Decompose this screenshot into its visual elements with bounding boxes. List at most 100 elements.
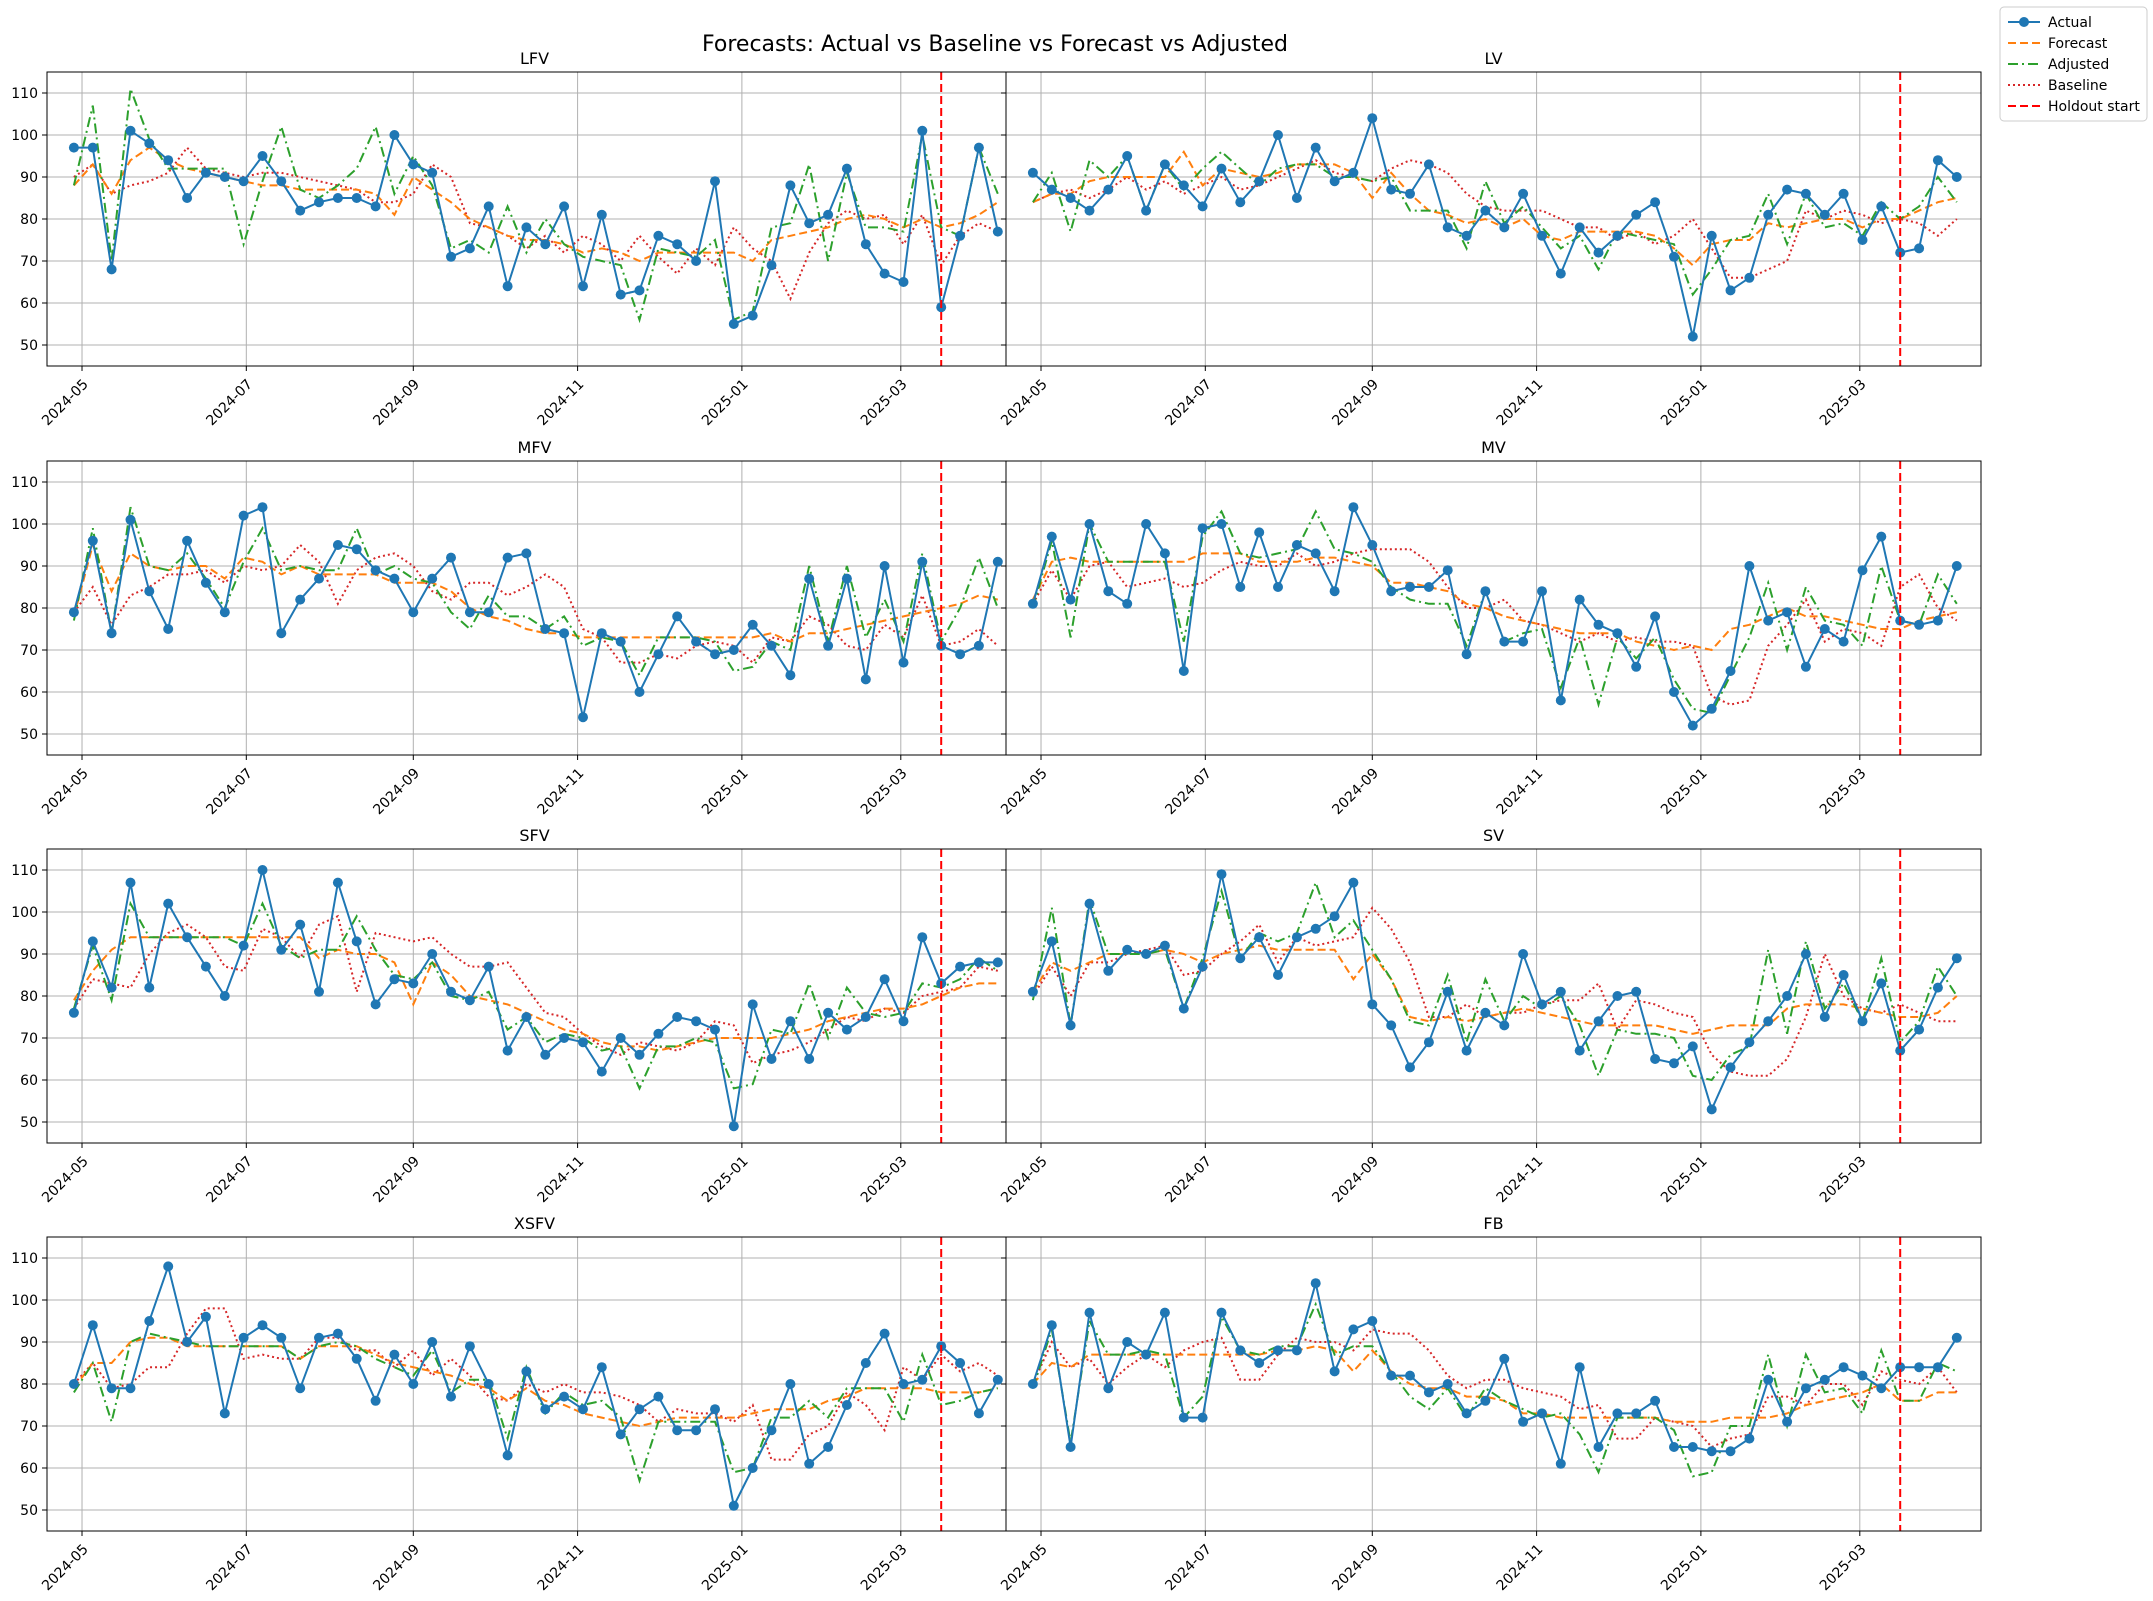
actual-point [446, 986, 456, 997]
x-tick-label: 2024-11 [1494, 376, 1547, 429]
actual-point [1254, 176, 1265, 187]
actual-point [106, 1383, 117, 1394]
actual-point [728, 1500, 739, 1511]
actual-point [1386, 184, 1397, 195]
actual-point [1216, 163, 1227, 174]
actual-point [1537, 230, 1547, 241]
actual-point [1159, 159, 1170, 170]
actual-point [408, 1379, 419, 1389]
x-tick-label: 2024-07 [1162, 376, 1215, 429]
x-tick-label: 2025-01 [1658, 376, 1711, 429]
actual-point [1348, 877, 1359, 888]
legend-label-baseline: Baseline [2048, 78, 2107, 94]
actual-point [823, 209, 834, 220]
actual-point [408, 159, 419, 170]
actual-point [1027, 167, 1038, 178]
actual-point [1687, 720, 1698, 731]
forecast-line [1032, 149, 1958, 267]
x-tick-label: 2025-03 [858, 765, 911, 818]
actual-point [408, 607, 419, 618]
y-tick-label: 70 [20, 643, 38, 659]
actual-point [1499, 222, 1510, 233]
actual-point [578, 712, 588, 723]
actual-point [1310, 1278, 1321, 1289]
actual-point [1423, 582, 1434, 592]
actual-point [1574, 1045, 1585, 1056]
actual-point [1103, 1383, 1114, 1394]
actual-point [1499, 636, 1510, 647]
actual-line [1031, 504, 1958, 728]
actual-point [1084, 205, 1095, 216]
y-tick-label: 90 [20, 170, 38, 186]
x-tick-label: 2024-11 [1494, 1541, 1547, 1594]
legend-marker-actual [2019, 17, 2029, 27]
actual-point [332, 540, 343, 550]
y-tick-label: 70 [20, 1031, 38, 1047]
baseline-line [1032, 159, 1958, 279]
actual-point [860, 239, 871, 250]
actual-point [1537, 1408, 1547, 1419]
actual-point [860, 1358, 871, 1368]
actual-point [1650, 197, 1661, 208]
actual-point [238, 1332, 249, 1343]
actual-point [1537, 586, 1547, 597]
actual-point [540, 1404, 551, 1415]
actual-point [1178, 180, 1189, 191]
x-tick-label: 2025-01 [699, 376, 752, 429]
actual-point [1763, 1016, 1774, 1027]
actual-point [1141, 519, 1152, 529]
actual-point [257, 1320, 268, 1331]
actual-point [1027, 986, 1038, 997]
actual-point [1065, 594, 1076, 605]
actual-point [1951, 1332, 1962, 1343]
actual-point [87, 142, 98, 153]
actual-point [87, 1320, 98, 1331]
actual-point [1782, 1416, 1793, 1427]
y-tick-label: 60 [20, 296, 38, 312]
actual-point [653, 1028, 664, 1039]
actual-point [370, 999, 381, 1010]
actual-point [1027, 598, 1038, 609]
actual-point [1838, 188, 1849, 199]
actual-point [1197, 1412, 1208, 1423]
actual-point [276, 628, 287, 639]
actual-point [1367, 1316, 1378, 1326]
actual-point [1876, 1383, 1887, 1394]
x-tick-label: 2024-05 [998, 765, 1051, 818]
y-tick-label: 70 [20, 254, 38, 270]
actual-point [1235, 1345, 1246, 1356]
actual-point [1593, 247, 1604, 258]
actual-point [1555, 695, 1566, 706]
actual-point [1518, 636, 1529, 647]
actual-point [1461, 649, 1472, 660]
actual-point [710, 176, 720, 187]
y-tick-label: 110 [11, 475, 38, 491]
actual-point [691, 1425, 702, 1436]
actual-point [653, 649, 664, 660]
x-tick-label: 2024-09 [1329, 1153, 1382, 1206]
panel-fb: 2024-05 2024-07 2024-09 2024-11 2025-01 2025-… [998, 1214, 1982, 1594]
actual-point [1800, 661, 1811, 672]
actual-point [1782, 184, 1793, 195]
actual-point [257, 865, 268, 875]
actual-point [1480, 205, 1491, 216]
actual-point [634, 687, 645, 697]
actual-point [163, 624, 174, 634]
actual-point [1876, 531, 1887, 542]
actual-point [1046, 1320, 1057, 1331]
actual-point [1122, 944, 1133, 955]
y-tick-label: 50 [20, 1115, 38, 1131]
panel-title: SFV [519, 826, 549, 845]
x-tick-label: 2025-03 [858, 1541, 911, 1594]
actual-point [804, 573, 815, 584]
actual-point [182, 535, 193, 546]
actual-point [370, 565, 381, 576]
panel-title: LFV [520, 49, 549, 68]
x-tick-label: 2024-07 [203, 765, 256, 818]
x-tick-label: 2025-01 [699, 1153, 752, 1206]
panel-sv: 2024-05 2024-07 2024-09 2024-11 2025-01 2025-… [998, 826, 1982, 1206]
x-tick-label: 2024-05 [39, 765, 92, 818]
actual-point [427, 573, 438, 584]
actual-point [483, 201, 494, 212]
actual-point [1650, 1395, 1661, 1406]
